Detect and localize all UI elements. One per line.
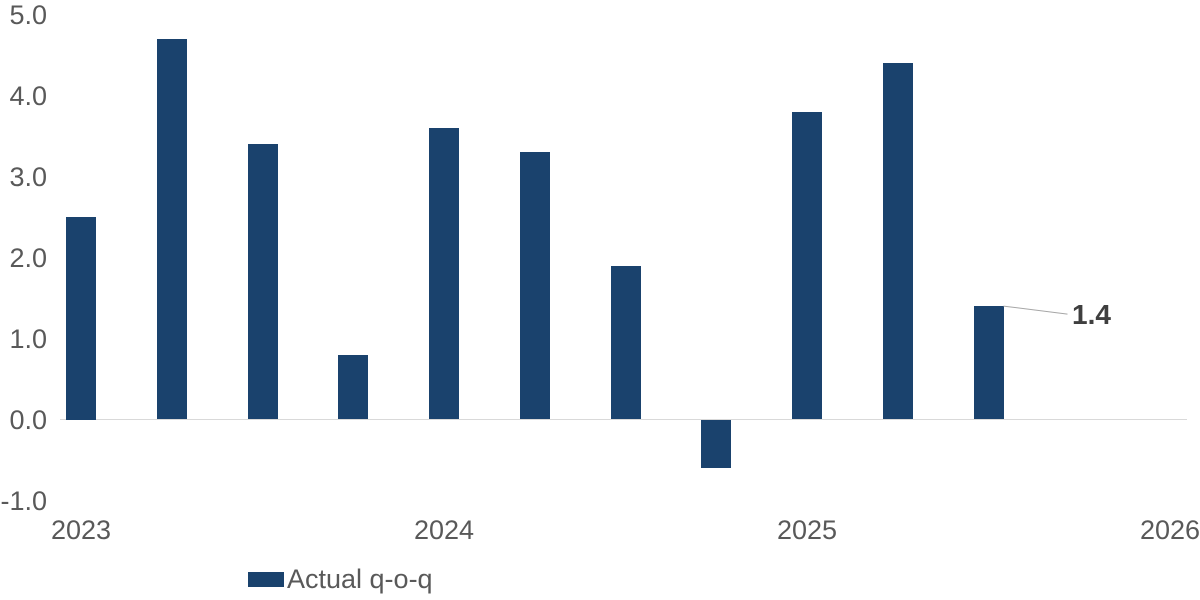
y-tick-label: 4.0 — [9, 80, 47, 111]
legend-label: Actual q-o-q — [287, 564, 433, 594]
y-tick-label: 5.0 — [9, 0, 47, 30]
bar — [701, 419, 732, 469]
x-tick-label: 2025 — [776, 515, 838, 545]
bar — [610, 265, 641, 420]
bar — [882, 63, 913, 420]
bar — [519, 152, 550, 420]
bar — [66, 217, 96, 420]
legend-swatch — [248, 571, 284, 587]
x-tick-label: 2023 — [50, 515, 112, 545]
bar — [156, 38, 187, 420]
data-label: 1.4 — [1072, 299, 1111, 330]
y-tick-label: 1.0 — [9, 323, 47, 354]
bar — [338, 354, 369, 420]
legend: Actual q-o-q — [248, 565, 433, 593]
bar — [429, 127, 459, 420]
bar — [247, 144, 278, 420]
y-tick-label: -1.0 — [0, 485, 47, 516]
x-tick-label: 2024 — [413, 515, 475, 545]
zero-axis-line — [60, 419, 1187, 420]
bar — [973, 306, 1004, 420]
x-tick-label: 2026 — [1139, 515, 1200, 545]
bar — [792, 111, 822, 420]
y-tick-label: 2.0 — [9, 242, 47, 273]
y-tick-label: 0.0 — [9, 404, 47, 435]
y-tick-label: 3.0 — [9, 161, 47, 192]
